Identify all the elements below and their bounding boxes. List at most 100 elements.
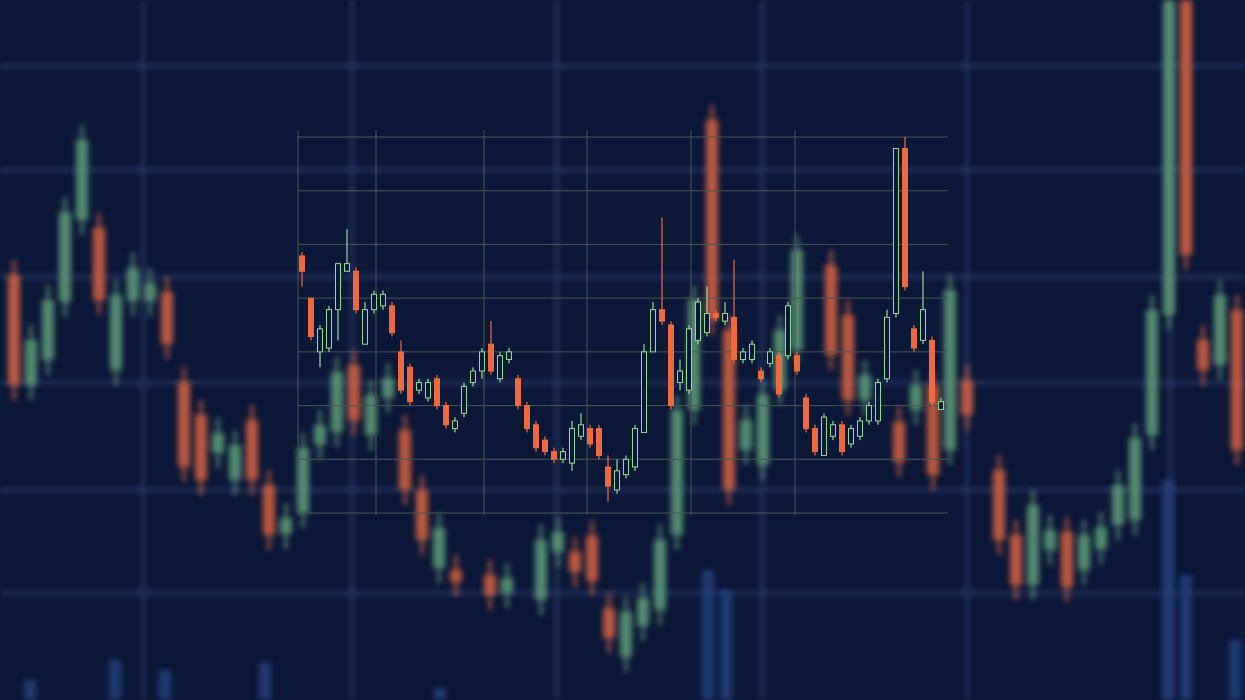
bg-body [552,532,564,552]
candle-body [560,451,566,460]
candle-body [668,324,674,407]
candle-body [335,263,341,311]
candle-body [875,382,881,422]
candle-body [497,355,503,380]
bg-body [280,518,292,534]
bg-body [1129,438,1141,520]
bg-body [723,330,735,490]
candle-body [569,428,575,464]
candle-body [902,148,908,288]
bg-body [297,448,309,513]
candle-body [425,382,431,399]
bg-volume [1180,575,1192,700]
candle-body [488,343,494,372]
bg-body [382,378,394,398]
bg-body [706,120,718,320]
candle-body [299,255,305,272]
candle-body [551,451,557,460]
bg-body [740,420,752,450]
candle-body [794,355,800,372]
candle-body [479,351,485,372]
candle-body [884,316,890,380]
bg-body [1010,535,1022,585]
bg-body [263,485,275,535]
bg-body [144,283,156,301]
bg-body [195,415,207,480]
candle-body [461,385,467,414]
bg-body [1163,0,1175,315]
candle-body [623,458,629,476]
candle-body [614,470,620,491]
candle-body [938,401,944,410]
candle-body [515,378,521,407]
candle-body [371,293,377,311]
bg-body [348,365,360,420]
candle-body [812,428,818,453]
candle-body [326,309,332,349]
candle-body [452,420,458,430]
bg-body [1044,530,1056,550]
bg-body [42,300,54,360]
candle-body [506,351,512,361]
candle-body [731,316,737,361]
bg-body [620,612,632,657]
bg-body [910,385,922,410]
bg-body [399,430,411,490]
bg-body [842,315,854,400]
candle-body [641,351,647,433]
bg-body [944,290,956,450]
bg-body [654,540,666,610]
bg-body [1061,532,1073,587]
bg-body [365,395,377,435]
bg-body [161,292,173,344]
candle-body [740,351,746,361]
bg-body [961,380,973,415]
candle-body [686,328,692,391]
candles [298,136,948,514]
candle-body [542,439,548,453]
bg-body [1180,0,1192,255]
candle-body [533,424,539,449]
candle-body [650,309,656,353]
candle-body [308,297,314,338]
bg-body [1112,485,1124,525]
candle-body [767,351,773,364]
candle-body [398,351,404,391]
candle-body [749,343,755,361]
bg-body [501,578,513,593]
bg-volume [259,662,271,700]
bg-volume [109,660,121,700]
bg-body [569,552,581,572]
candle-body [839,424,845,453]
candle-body [434,378,440,407]
bg-body [1027,505,1039,585]
bg-body [1231,310,1243,450]
candle-body [407,366,413,403]
bg-body [1214,295,1226,365]
bg-body [603,608,615,638]
bg-body [110,295,122,370]
bg-body [433,528,445,568]
candle-body [911,328,917,349]
candle-body [353,270,359,311]
bg-volume [24,680,36,700]
bg-body [76,140,88,220]
bg-body [246,420,258,480]
bg-body [450,570,462,582]
bg-volume [1162,480,1174,700]
bg-body [586,536,598,581]
vertical-grid [297,130,796,515]
candle-body [713,312,719,318]
candle-body [857,420,863,437]
candle-body [695,301,701,341]
candle-body [416,382,422,391]
bg-body [331,372,343,432]
candle-body [920,309,926,341]
candle-body [605,466,611,487]
bg-body [1197,340,1209,370]
candle-body [596,428,602,456]
candle-body [929,339,935,403]
bg-body [757,395,769,465]
